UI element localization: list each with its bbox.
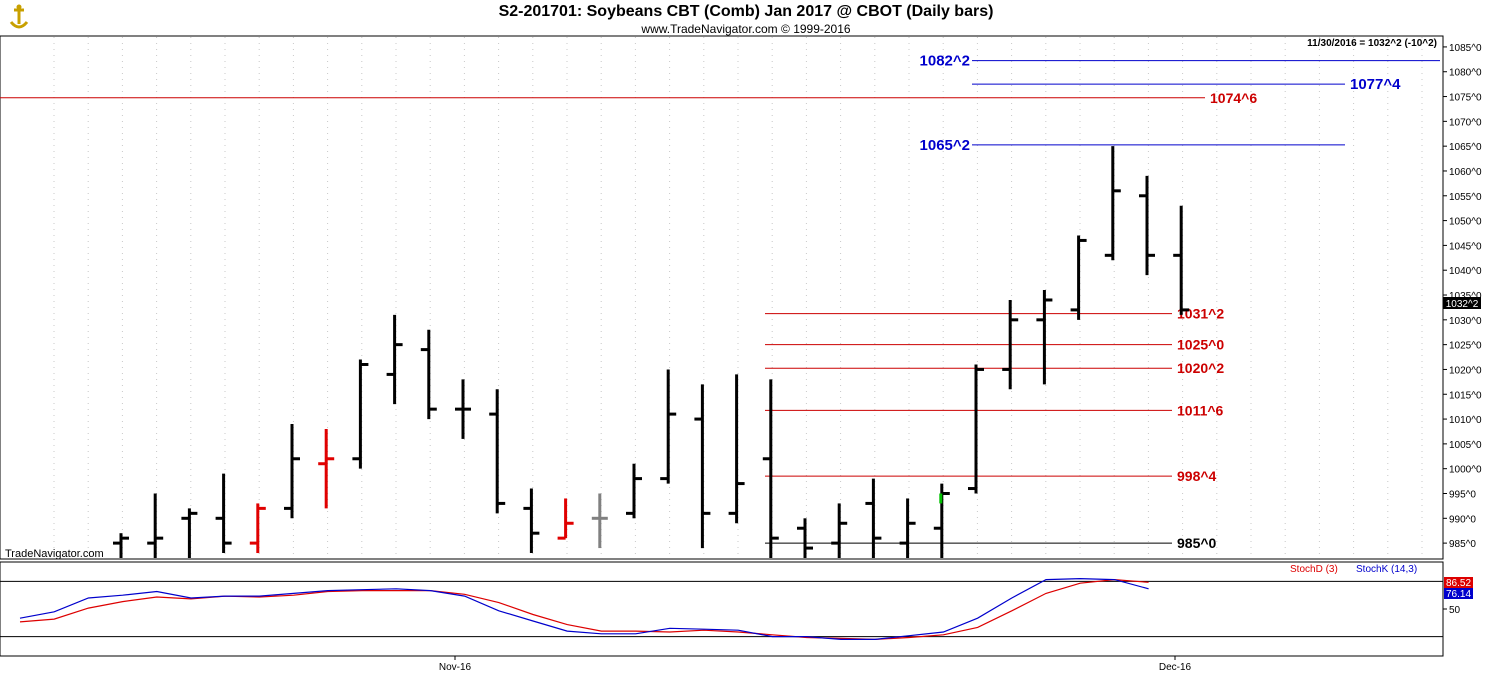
ohlc-bar (1173, 205, 1190, 315)
y-tick-label: 1025^0 (1449, 341, 1482, 352)
chart-title: S2-201701: Soybeans CBT (Comb) Jan 2017 … (498, 3, 994, 20)
stoch-d-line (19, 578, 1149, 641)
ohlc-bar (1139, 175, 1155, 276)
price-axis: 985^0 990^0 995^0 1000^0 1005^0 1010^0 1015^0 1… (1443, 43, 1482, 550)
level-label: 1065^2 (920, 137, 970, 154)
y-tick-label: 1080^0 (1449, 68, 1482, 79)
ohlc-bar (386, 314, 403, 405)
stoch-d-value-box (1444, 577, 1473, 588)
y-tick-label: 1045^0 (1449, 241, 1482, 252)
ohlc-bar (420, 329, 437, 420)
last-price-box: 1032^2 (1443, 297, 1481, 310)
ohlc-bar (1104, 146, 1121, 261)
y-tick-label: 1065^0 (1449, 142, 1482, 153)
level-label: 1082^2 (920, 53, 970, 70)
stoch-k-line (19, 577, 1149, 641)
level-label: 1011^6 (1177, 402, 1224, 418)
ohlc-bar (352, 359, 369, 469)
level-label: 998^4 (1177, 468, 1217, 484)
ohlc-bar (762, 379, 779, 558)
level-label: 1077^4 (1350, 76, 1401, 93)
ohlc-bar (147, 493, 164, 558)
ohlc-bar (660, 369, 677, 484)
y-tick-label: 1050^0 (1449, 217, 1482, 228)
y-tick-label: 1070^0 (1449, 117, 1482, 128)
level-label: 1025^0 (1177, 337, 1224, 353)
stoch-k-value-box (1444, 588, 1473, 599)
ohlc-bar (215, 473, 232, 554)
y-tick-label: 1015^0 (1449, 390, 1482, 401)
watermark: TradeNavigator.com (5, 548, 104, 560)
tradenavigator-logo-icon (6, 4, 32, 37)
level-label: 1020^2 (1177, 360, 1224, 376)
stoch-k-legend: StochK (14,3) (1356, 564, 1417, 575)
ohlc-bar (899, 498, 916, 558)
x-tick-label: Dec-16 (1159, 662, 1192, 673)
y-tick-label: 995^0 (1449, 489, 1476, 500)
ohlc-bar (1002, 299, 1019, 390)
y-tick-label: 1020^0 (1449, 365, 1482, 376)
ohlc-bars (113, 146, 1190, 558)
ohlc-bar (968, 364, 984, 494)
y-tick-label: 1030^0 (1449, 316, 1482, 327)
chart-subtitle: www.TradeNavigator.com © 1999-2016 (641, 22, 851, 36)
price-levels: 1082^2 1077^4 1074^6 1065^2 1031^2 1025^0 1020… (0, 53, 1440, 551)
level-label: 985^0 (1177, 535, 1217, 551)
last-info-label: 11/30/2016 = 1032^2 (-10^2) (1307, 38, 1437, 49)
y-tick-label: 990^0 (1449, 514, 1476, 525)
ohlc-bar (113, 533, 129, 558)
ohlc-bar (694, 384, 711, 549)
x-tick-label: Nov-16 (439, 662, 472, 673)
level-label: 1031^2 (1177, 306, 1224, 322)
ohlc-bar (284, 424, 300, 519)
stoch-tick-label: 50 (1449, 605, 1461, 616)
y-tick-label: 1060^0 (1449, 167, 1482, 178)
ohlc-bar (455, 379, 471, 439)
ohlc-bar (831, 503, 848, 558)
ohlc-bar (557, 498, 574, 540)
y-tick-label: 1075^0 (1449, 93, 1482, 104)
y-tick-label: 1035^0 (1449, 291, 1482, 302)
stoch-d-value: 86.52 (1446, 578, 1471, 589)
stoch-k-value: 76.14 (1446, 589, 1471, 600)
y-tick-label: 1000^0 (1449, 465, 1482, 476)
y-tick-label: 1085^0 (1449, 43, 1482, 54)
y-tick-label: 1055^0 (1449, 192, 1482, 203)
ohlc-bar (865, 478, 882, 558)
stoch-panel-frame (0, 561, 1444, 657)
ohlc-bar (523, 488, 540, 554)
ohlc-bar (797, 518, 813, 558)
ohlc-bar (489, 389, 506, 514)
ohlc-bar (626, 463, 642, 519)
ohlc-bar (318, 428, 335, 509)
last-price-label: 1032^2 (1446, 299, 1479, 310)
stoch-d-legend: StochD (3) (1290, 564, 1338, 575)
ohlc-bar (728, 374, 745, 524)
y-tick-label: 1010^0 (1449, 415, 1482, 426)
y-tick-label: 1040^0 (1449, 266, 1482, 277)
y-tick-label: 985^0 (1449, 539, 1476, 550)
level-label: 1074^6 (1210, 90, 1257, 106)
ohlc-bar (181, 508, 198, 558)
y-tick-label: 1005^0 (1449, 440, 1482, 451)
ohlc-bar (249, 503, 266, 554)
ohlc-bar (1036, 290, 1053, 385)
ohlc-bar (591, 493, 608, 549)
date-axis: Nov-16 Dec-16 (439, 656, 1192, 673)
price-panel-frame (0, 35, 1444, 560)
ohlc-bar (1070, 235, 1087, 320)
